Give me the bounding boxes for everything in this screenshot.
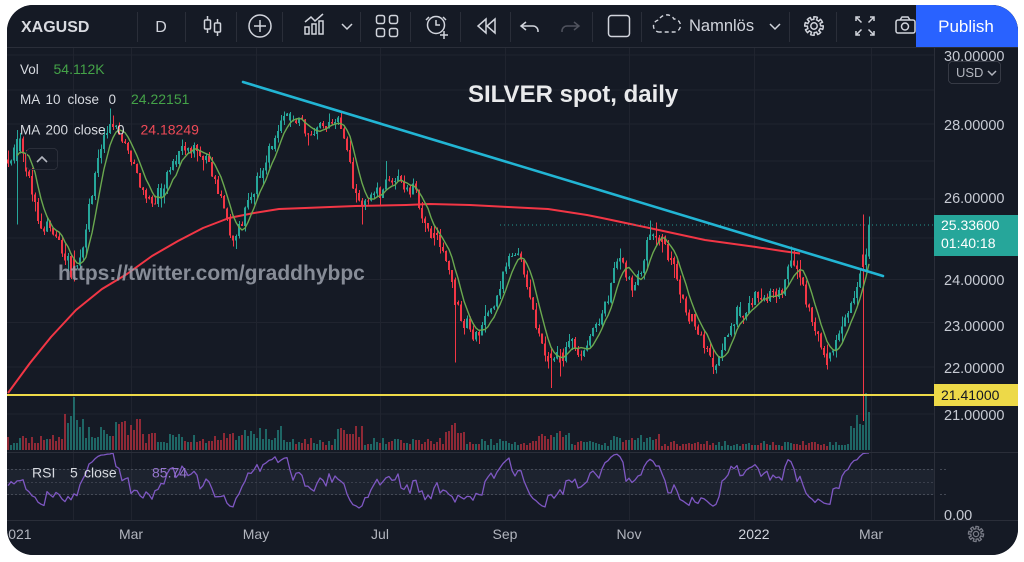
svg-text:21.41000: 21.41000 [941, 387, 1000, 403]
svg-text:2021: 2021 [7, 526, 32, 542]
svg-text:0: 0 [117, 123, 125, 138]
svg-text:close: close [84, 465, 117, 481]
svg-text:USD: USD [956, 65, 983, 80]
svg-text:85.74: 85.74 [152, 465, 187, 481]
svg-text:54.112K: 54.112K [54, 61, 106, 77]
svg-text:May: May [243, 526, 269, 542]
svg-text:10: 10 [46, 92, 61, 107]
svg-text:MA: MA [20, 92, 40, 107]
svg-text:24.18249: 24.18249 [141, 122, 200, 138]
svg-text:https://twitter.com/graddhybpc: https://twitter.com/graddhybpc [58, 262, 365, 285]
svg-text:23.00000: 23.00000 [944, 319, 1004, 335]
svg-text:Sep: Sep [493, 526, 518, 542]
svg-text:30.00000: 30.00000 [944, 49, 1004, 65]
svg-text:200: 200 [46, 123, 69, 138]
svg-text:MA: MA [20, 123, 40, 138]
svg-text:D: D [155, 19, 167, 36]
svg-text:Jul: Jul [371, 526, 389, 542]
svg-text:Mar: Mar [119, 526, 143, 542]
svg-text:RSI: RSI [32, 465, 55, 481]
svg-text:25.33600: 25.33600 [941, 217, 1000, 233]
svg-text:2022: 2022 [738, 526, 769, 542]
svg-text:22.00000: 22.00000 [944, 361, 1004, 377]
svg-text:5: 5 [70, 465, 78, 481]
svg-text:0.00: 0.00 [944, 508, 972, 524]
svg-text:Vol: Vol [20, 62, 39, 77]
svg-text:24.00000: 24.00000 [944, 273, 1004, 289]
svg-text:XAGUSD: XAGUSD [21, 19, 89, 36]
svg-text:Publish: Publish [938, 17, 994, 36]
svg-text:28.00000: 28.00000 [944, 118, 1004, 134]
svg-text:close: close [68, 92, 100, 107]
svg-text:SILVER spot, daily: SILVER spot, daily [468, 81, 679, 108]
svg-text:close: close [74, 123, 106, 138]
svg-text:26.00000: 26.00000 [944, 191, 1004, 207]
svg-text:24.22151: 24.22151 [131, 91, 190, 107]
svg-text:Namnlös: Namnlös [689, 17, 754, 35]
svg-text:01:40:18: 01:40:18 [941, 235, 996, 251]
svg-text:Nov: Nov [617, 526, 642, 542]
svg-text:0: 0 [109, 92, 117, 107]
svg-text:21.00000: 21.00000 [944, 408, 1004, 424]
svg-text:Mar: Mar [859, 526, 883, 542]
